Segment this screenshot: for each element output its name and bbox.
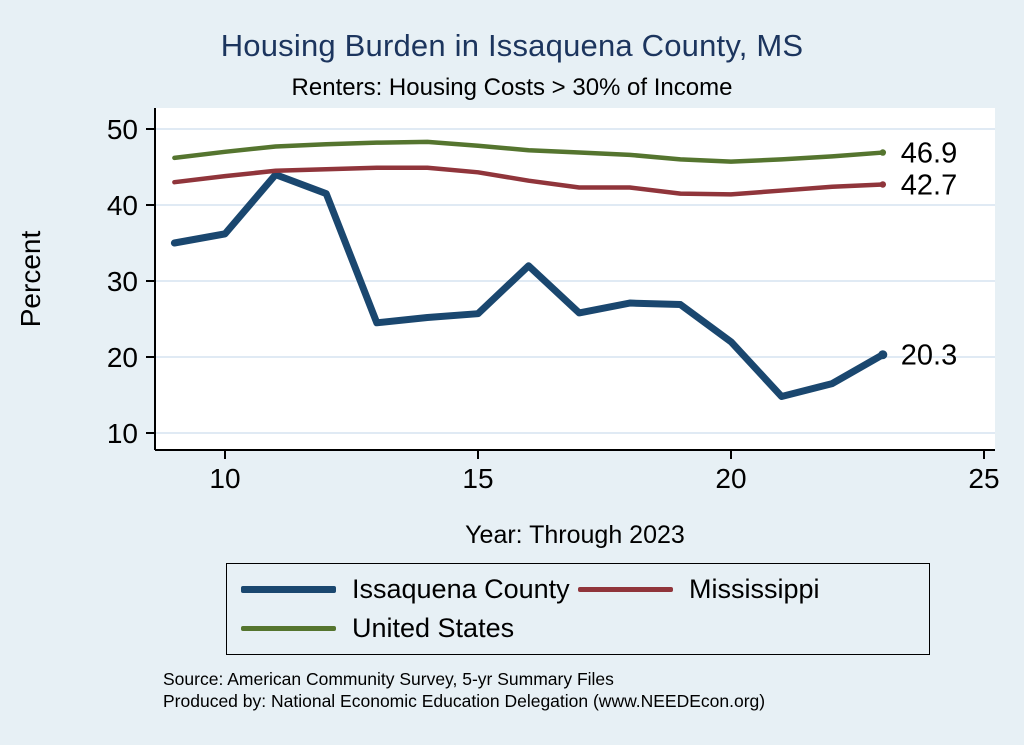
series-line-1 [172,165,886,197]
x-tick-label: 20 [715,463,746,494]
source-line-1: Source: American Community Survey, 5-yr … [163,669,614,689]
series-line-2 [172,139,886,164]
y-tick-label: 50 [107,114,138,145]
series-line-0 [170,171,887,401]
end-label-2: 46.9 [901,138,957,170]
legend-label-mississippi: Mississippi [689,574,820,604]
series-endpoint-0 [878,350,888,360]
legend-label-united-states: United States [352,613,515,643]
issaquena-county-line-swatch [241,586,336,593]
x-tick-label: 15 [462,463,493,494]
plot-svg: 10 20 30 40 50 10 15 20 25 Percent 20.3 42.746.9 [15,108,1000,494]
legend: Issaquena County Mississippi United Stat… [226,563,930,655]
x-tick-label: 25 [968,463,999,494]
end-label-1: 42.7 [901,169,957,201]
x-tick-label: 10 [209,463,240,494]
legend-label-issaquena-county: Issaquena County [352,574,570,604]
source-note: Source: American Community Survey, 5-yr … [163,668,765,713]
united-states-line-swatch [241,626,336,631]
legend-item-united-states: United States [241,613,578,644]
y-tick-label: 30 [107,266,138,297]
y-tick-label: 10 [107,418,138,449]
legend-item-mississippi: Mississippi [578,574,915,605]
y-axis-title: Percent [15,231,46,328]
y-tick-label: 40 [107,190,138,221]
series-endpoint-2 [879,149,887,156]
x-axis-title: Year: Through 2023 [465,521,685,549]
y-tick-label: 20 [107,342,138,373]
legend-item-issaquena-county: Issaquena County [241,574,578,605]
plot-background [155,108,995,450]
end-label-0: 20.3 [901,340,957,372]
series-endpoint-1 [879,181,887,188]
mississippi-line-swatch [578,587,673,592]
source-line-2: Produced by: National Economic Education… [163,691,766,712]
chart-subtitle: Renters: Housing Costs > 30% of Income [291,74,733,101]
chart-title: Housing Burden in Issaquena County, MS [220,28,804,63]
